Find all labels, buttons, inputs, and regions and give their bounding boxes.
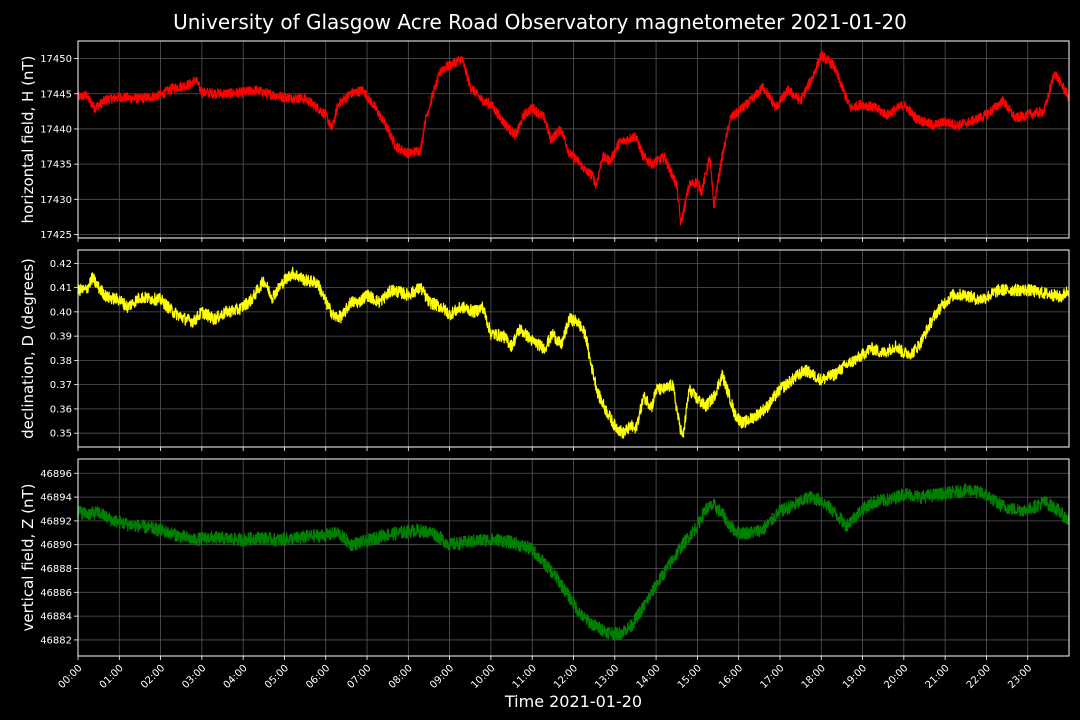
y-tick-label: 46890 [40, 540, 72, 551]
y-axis-label: declination, D (degrees) [19, 258, 37, 439]
y-tick-label: 0.42 [50, 259, 72, 270]
x-axis-label: Time 2021-01-20 [504, 692, 642, 711]
y-tick-label: 46896 [40, 469, 72, 480]
y-tick-label: 46892 [40, 516, 72, 527]
series-line-z [77, 483, 1070, 641]
y-axis-label: horizontal field, H (nT) [19, 56, 37, 224]
y-tick-label: 46882 [40, 635, 72, 646]
y-tick-label: 0.35 [50, 429, 72, 440]
y-tick-label: 0.38 [50, 356, 72, 367]
panels-group: 17425 17430 17435 17440 17445 17450horizontal… [19, 40, 1070, 660]
y-tick-label: 0.39 [50, 332, 72, 343]
y-tick-label: 17445 [40, 89, 72, 100]
panel-frame [77, 249, 1070, 448]
y-tick-label: 0.37 [50, 380, 72, 391]
panel-d: 0.35 0.36 0.37 0.38 0.39 0.40 0.41 0.42 declinat… [19, 249, 1070, 451]
y-tick-label: 17425 [40, 230, 72, 241]
y-tick-label: 46884 [40, 612, 72, 623]
panel-z: 46882 46884 46886 46888 46890 46892 46894 46896… [19, 458, 1070, 660]
y-tick-label: 46894 [40, 493, 72, 504]
y-axis-label: vertical field, Z (nT) [19, 483, 37, 631]
y-tick-label: 17440 [40, 124, 72, 135]
series-line-h [77, 50, 1070, 226]
chart-title: University of Glasgow Acre Road Observat… [173, 10, 907, 34]
series-line-d [77, 266, 1070, 439]
y-tick-label: 0.36 [50, 404, 72, 415]
panel-h: 17425 17430 17435 17440 17445 17450horizontal… [19, 40, 1070, 242]
y-tick-label: 0.40 [50, 307, 72, 318]
y-tick-label: 17435 [40, 160, 72, 171]
panel-frame [77, 40, 1070, 239]
y-tick-label: 17430 [40, 195, 72, 206]
y-tick-label: 46886 [40, 588, 72, 599]
y-tick-label: 0.41 [50, 283, 72, 294]
y-tick-label: 46888 [40, 564, 72, 575]
y-tick-label: 17450 [40, 54, 72, 65]
panel-frame [77, 458, 1070, 657]
